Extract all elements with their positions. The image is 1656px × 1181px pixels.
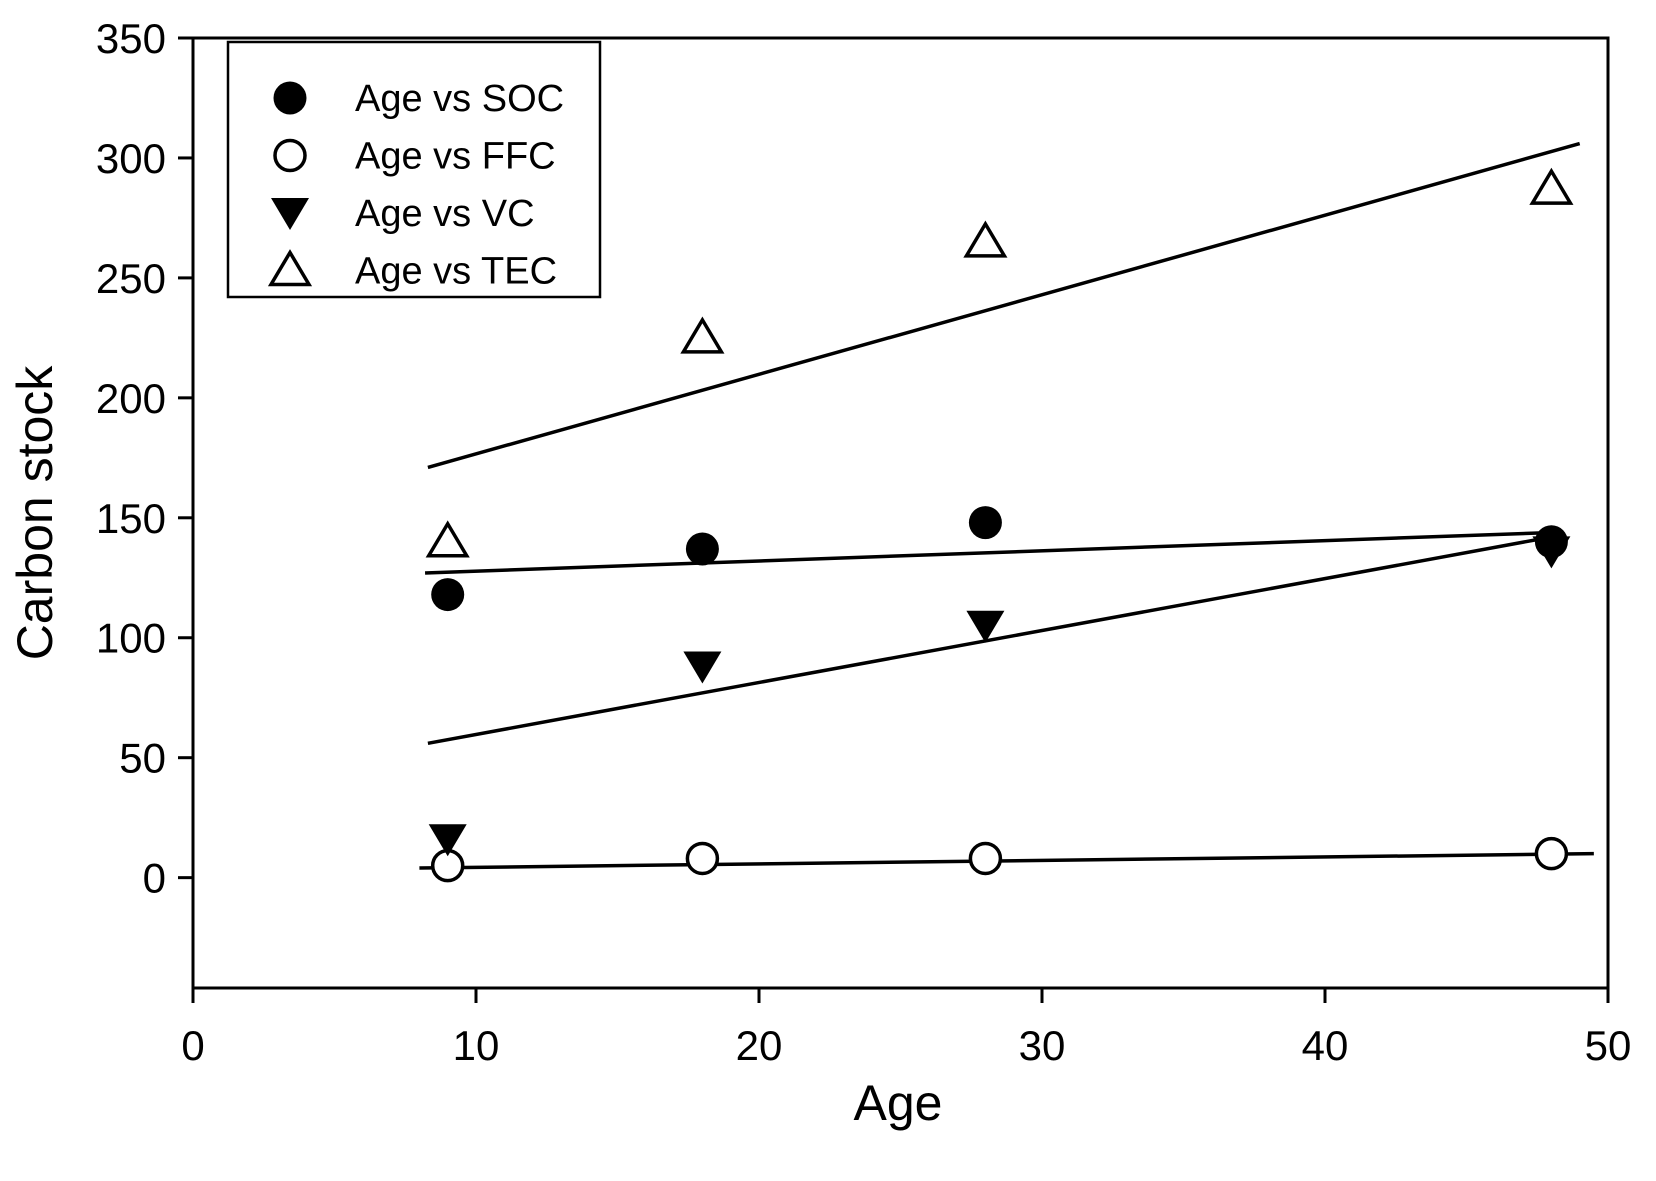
legend-marker-age-vs-ffc	[273, 138, 307, 173]
y-tick-label: 300	[96, 135, 166, 182]
legend-label-age-vs-ffc: Age vs FFC	[355, 136, 556, 178]
marker-age-vs-vc	[428, 824, 467, 857]
marker-age-vs-soc	[968, 506, 1002, 540]
marker-age-vs-vc	[966, 610, 1005, 643]
legend-marker-age-vs-vc	[271, 198, 309, 230]
y-axis-title: Carbon stock	[7, 365, 63, 661]
marker-age-vs-ffc	[1534, 836, 1569, 871]
marker-age-vs-tec	[425, 520, 470, 558]
marker-age-vs-ffc	[685, 841, 720, 876]
trendline-age-vs-tec	[427, 141, 1581, 470]
legend-marker-age-vs-tec	[267, 249, 313, 287]
x-tick-label: 40	[1302, 1022, 1349, 1069]
marker-age-vs-tec	[680, 316, 725, 354]
trendline-age-vs-soc	[424, 530, 1560, 575]
marker-age-vs-ffc	[968, 841, 1003, 876]
marker-age-vs-soc	[431, 578, 465, 612]
y-tick-label: 350	[96, 15, 166, 62]
y-tick-label: 250	[96, 255, 166, 302]
x-tick-label: 0	[181, 1022, 204, 1069]
marker-age-vs-vc	[683, 651, 722, 684]
y-tick-label: 200	[96, 375, 166, 422]
x-axis-title: Age	[854, 1075, 943, 1131]
y-tick-label: 50	[119, 735, 166, 782]
marker-age-vs-tec	[1529, 167, 1574, 205]
plot-frame	[191, 36, 1610, 990]
x-tick-label: 10	[453, 1022, 500, 1069]
legend-marker-age-vs-soc	[273, 81, 307, 115]
legend-label-age-vs-vc: Age vs VC	[355, 193, 535, 235]
legend-label-age-vs-tec: Age vs TEC	[355, 251, 557, 293]
y-tick-label: 100	[96, 615, 166, 662]
marker-age-vs-soc	[685, 532, 719, 566]
marker-age-vs-vc	[1532, 536, 1571, 569]
trendline-age-vs-ffc	[419, 851, 1594, 870]
y-tick-label: 150	[96, 495, 166, 542]
y-tick-label: 0	[143, 855, 166, 902]
trendline-age-vs-vc	[427, 535, 1552, 746]
x-tick-label: 30	[1019, 1022, 1066, 1069]
legend-label-age-vs-soc: Age vs SOC	[355, 78, 564, 120]
x-tick-label: 50	[1585, 1022, 1632, 1069]
x-tick-label: 20	[736, 1022, 783, 1069]
marker-age-vs-tec	[963, 220, 1008, 258]
